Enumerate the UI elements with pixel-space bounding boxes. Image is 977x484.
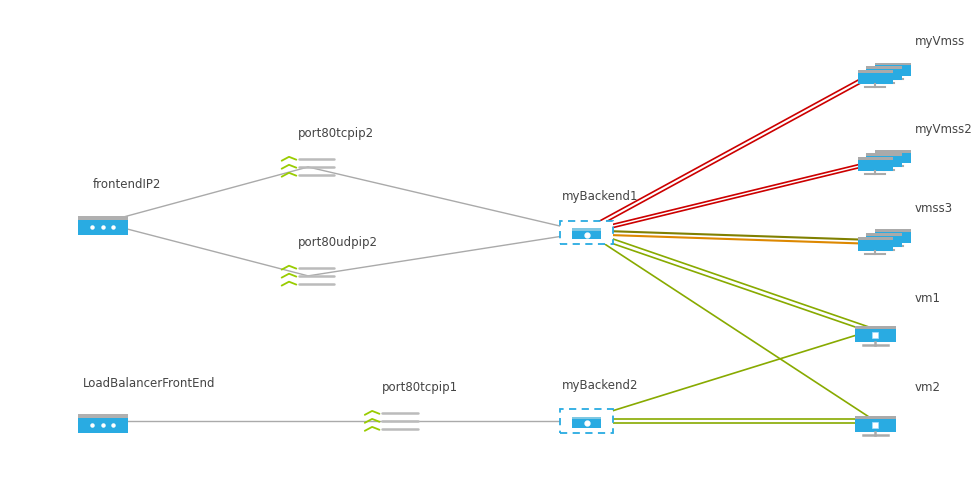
FancyBboxPatch shape [857,240,892,251]
FancyBboxPatch shape [77,220,128,235]
FancyBboxPatch shape [854,326,895,330]
FancyBboxPatch shape [857,73,892,84]
FancyBboxPatch shape [857,237,892,241]
FancyBboxPatch shape [857,160,892,171]
Text: vm1: vm1 [913,292,940,305]
Text: myVmss2: myVmss2 [913,122,971,136]
FancyBboxPatch shape [854,415,895,419]
FancyBboxPatch shape [77,418,128,433]
Text: frontendIP2: frontendIP2 [93,178,161,191]
FancyBboxPatch shape [572,420,601,428]
FancyBboxPatch shape [874,232,910,243]
Text: myBackend2: myBackend2 [562,379,638,392]
FancyBboxPatch shape [854,419,895,432]
FancyBboxPatch shape [866,66,901,70]
Text: port80tcpip1: port80tcpip1 [381,381,457,394]
FancyBboxPatch shape [866,156,901,167]
FancyBboxPatch shape [854,330,895,342]
FancyBboxPatch shape [560,409,613,433]
Text: port80tcpip2: port80tcpip2 [298,127,374,140]
FancyBboxPatch shape [572,417,601,420]
FancyBboxPatch shape [857,157,892,161]
FancyBboxPatch shape [866,236,901,247]
FancyBboxPatch shape [572,231,601,240]
Text: LoadBalancerFrontEnd: LoadBalancerFrontEnd [83,377,215,390]
FancyBboxPatch shape [77,216,128,221]
Text: port80udpip2: port80udpip2 [298,236,378,249]
FancyBboxPatch shape [874,152,910,163]
FancyBboxPatch shape [866,69,901,80]
FancyBboxPatch shape [866,153,901,157]
Text: myVmss: myVmss [913,35,963,48]
FancyBboxPatch shape [874,65,910,76]
FancyBboxPatch shape [874,62,910,66]
Text: myBackend1: myBackend1 [562,190,638,203]
Text: vmss3: vmss3 [913,202,952,215]
FancyBboxPatch shape [866,233,901,237]
FancyBboxPatch shape [560,221,613,244]
FancyBboxPatch shape [572,228,601,231]
Text: vm2: vm2 [913,381,940,394]
FancyBboxPatch shape [874,150,910,153]
FancyBboxPatch shape [857,70,892,74]
FancyBboxPatch shape [77,414,128,419]
FancyBboxPatch shape [874,229,910,233]
